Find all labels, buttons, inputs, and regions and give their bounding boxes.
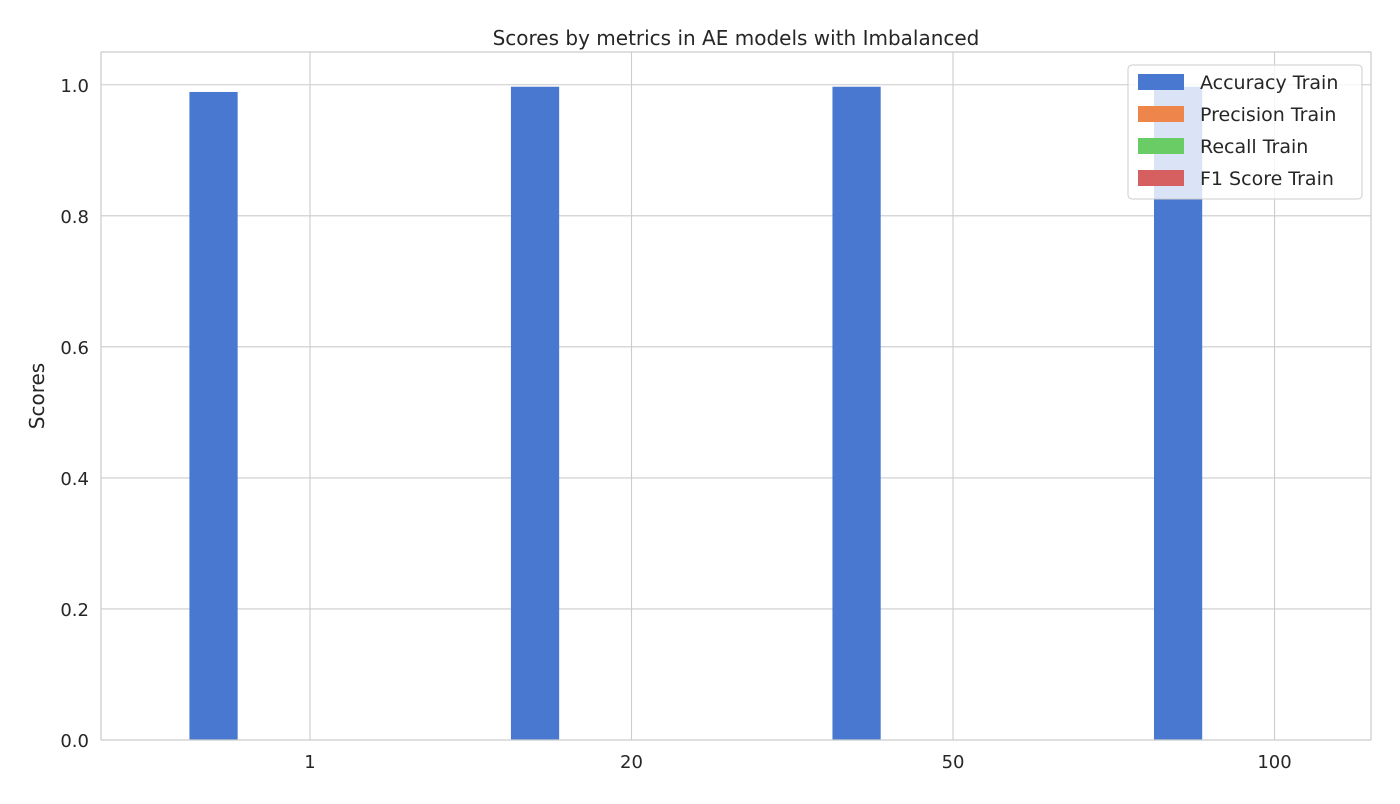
y-tick-label: 0.4 [60,469,89,490]
legend-swatch [1138,74,1184,90]
x-tick-label: 1 [304,752,315,773]
y-tick-label: 1.0 [60,76,89,97]
legend-label: Accuracy Train [1200,72,1338,94]
bars [189,86,1203,741]
y-tick-label: 0.0 [60,731,89,752]
bar [189,91,238,740]
y-axis-label: Scores [25,363,49,429]
legend-swatch [1138,106,1184,122]
legend-label: F1 Score Train [1200,168,1334,190]
bar [510,86,560,741]
x-tick-label: 100 [1257,752,1291,773]
x-tick-label: 20 [620,752,643,773]
grid-lines [101,52,1371,741]
x-tick-label: 50 [942,752,965,773]
legend-box [1127,64,1363,200]
y-tick-label: 0.6 [60,338,89,359]
bar [832,86,881,741]
y-tick-labels: 0.0 0.2 0.4 0.6 0.8 1.0 [60,76,89,752]
legend-swatch [1138,138,1184,154]
plot-area-frame [100,51,1372,741]
y-tick-label: 0.8 [60,207,89,228]
legend-swatch [1138,170,1184,186]
legend-label: Precision Train [1200,104,1336,126]
legend-label: Recall Train [1200,136,1308,158]
x-tick-labels: 1 20 50 100 [304,752,1291,773]
y-tick-label: 0.2 [60,600,89,621]
chart-title: Scores by metrics in AE models with Imba… [493,26,980,50]
legend: Accuracy Train Precision Train Recall Trai… [1127,64,1363,200]
